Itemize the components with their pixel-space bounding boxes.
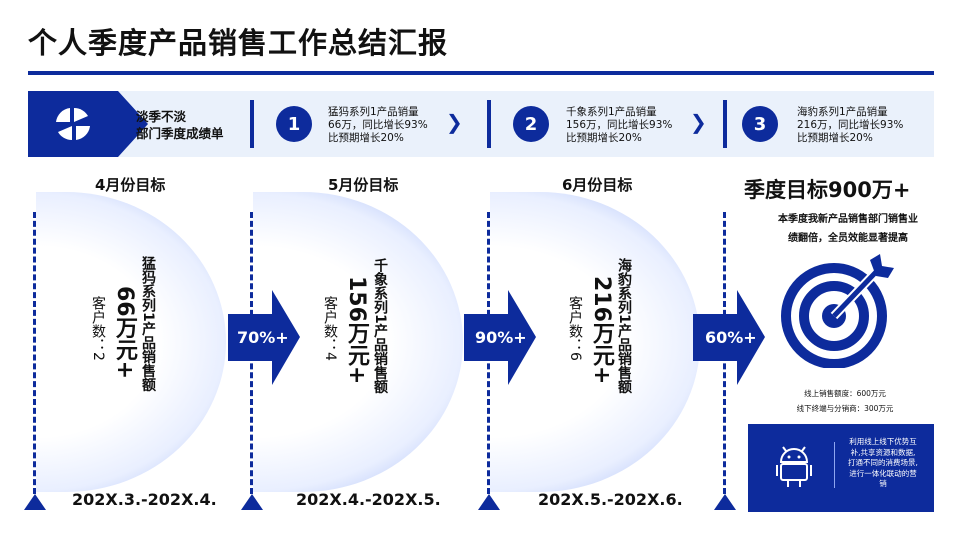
month-label-may: 5月份目标 <box>328 176 399 194</box>
timeline-dashed-line <box>33 212 36 494</box>
banner-lead-line1: 淡季不淡 <box>136 109 187 124</box>
online-sales-text: 线上销售额度：600万元 <box>804 389 886 398</box>
banner-divider <box>250 100 254 148</box>
chevron-right-icon: ❯ <box>690 110 707 134</box>
month-label-april: 4月份目标 <box>95 176 166 194</box>
date-range-june: 202X.5.-202X.6. <box>538 490 683 509</box>
step2-line2: 156万，同比增长93% <box>566 119 673 131</box>
step-text-1: 猛犸系列1产品销量 66万，同比增长93% 比预期增长20% <box>328 106 428 145</box>
step-text-2: 千象系列1产品销量 156万，同比增长93% 比预期增长20% <box>566 106 672 145</box>
quarter-description: 本季度我新产品销售部门销售业 绩翻倍，全员效能显著提高 <box>760 210 936 248</box>
banner-lead-line2: 部门季度成绩单 <box>136 126 224 141</box>
amount-may: 156万元+ <box>344 276 369 385</box>
amount-june: 216万元+ <box>589 276 614 385</box>
step3-line3: 比预期增长20% <box>797 132 873 144</box>
timeline-marker-icon <box>714 494 736 510</box>
product-label-may: 千象系列1产品销售额 <box>372 258 388 394</box>
android-icon <box>776 446 812 487</box>
step-text-3: 海豹系列1产品销量 216万，同比增长93% 比预期增长20% <box>797 106 903 145</box>
growth-arrow-1 <box>228 290 300 385</box>
date-range-may: 202X.4.-202X.5. <box>296 490 441 509</box>
step-number-2: 2 <box>513 106 549 142</box>
timeline-marker-icon <box>478 494 500 510</box>
promo-text: 利用线上线下优势互补,共享资源和数据,打通不同的消费场景,进行一体化联动的营销 <box>848 437 918 488</box>
customers-april: 客户数：2 <box>90 296 106 361</box>
growth-arrow-2 <box>464 290 536 385</box>
month-label-june: 6月份目标 <box>562 176 633 194</box>
growth-label-1: 70%+ <box>237 328 289 347</box>
customers-june: 客户数：6 <box>567 296 583 361</box>
banner-logo-block <box>28 91 148 157</box>
step1-line3: 比预期增长20% <box>328 132 404 144</box>
quarter-desc-line2: 绩翻倍，全员效能显著提高 <box>788 233 908 244</box>
product-label-june: 海豹系列1产品销售额 <box>616 258 632 394</box>
product-label-april: 猛犸系列1产品销售额 <box>140 256 156 392</box>
chevron-right-icon: ❯ <box>446 110 463 134</box>
quarter-target-title: 季度目标900万+ <box>744 178 911 202</box>
banner-lead-text: 淡季不淡 部门季度成绩单 <box>136 108 224 142</box>
amount-april: 66万元+ <box>112 286 137 380</box>
timeline-marker-icon <box>24 494 46 510</box>
step-number-3: 3 <box>742 106 778 142</box>
growth-label-3: 60%+ <box>705 328 757 347</box>
customers-may: 客户数：4 <box>322 296 338 361</box>
promo-divider <box>834 442 835 488</box>
step1-line2: 66万，同比增长93% <box>328 119 428 131</box>
banner-divider <box>487 100 491 148</box>
banner-divider <box>723 100 727 148</box>
date-range-april: 202X.3.-202X.4. <box>72 490 217 509</box>
growth-label-2: 90%+ <box>475 328 527 347</box>
title-divider <box>28 71 934 75</box>
summary-banner <box>28 91 934 157</box>
page-title: 个人季度产品销售工作总结汇报 <box>28 26 449 60</box>
step-number-1: 1 <box>276 106 312 142</box>
offline-sales-text: 线下终端与分销商：300万元 <box>796 404 894 413</box>
growth-arrow-3 <box>693 290 765 385</box>
target-icon <box>781 254 894 368</box>
step3-line2: 216万，同比增长93% <box>797 119 904 131</box>
quarter-desc-line1: 本季度我新产品销售部门销售业 <box>778 214 918 225</box>
promo-box <box>748 424 934 512</box>
timeline-marker-icon <box>241 494 263 510</box>
step2-line1: 千象系列1产品销量 <box>566 106 657 118</box>
step2-line3: 比预期增长20% <box>566 132 642 144</box>
brand-logo-icon <box>56 107 90 141</box>
step1-line1: 猛犸系列1产品销量 <box>328 106 419 118</box>
step3-line1: 海豹系列1产品销量 <box>797 106 888 118</box>
